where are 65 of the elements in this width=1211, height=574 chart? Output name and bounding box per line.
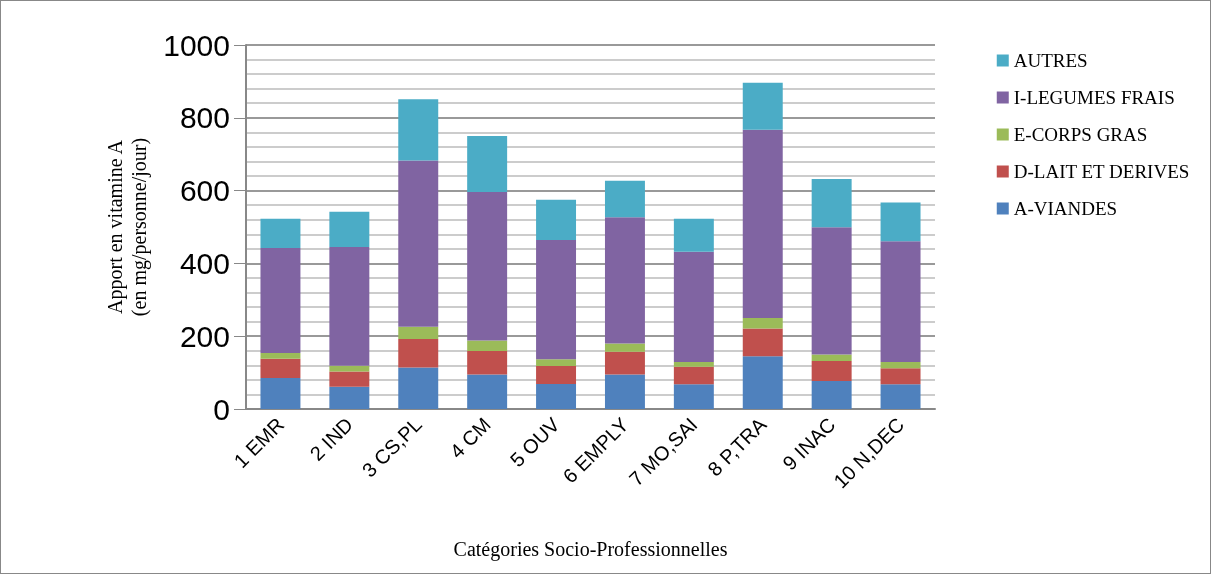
- bar: [536, 359, 577, 367]
- bar: [673, 218, 714, 252]
- y-tick-label: 200: [179, 319, 230, 353]
- bar: [742, 318, 783, 329]
- bar: [742, 356, 783, 409]
- bar: [673, 366, 714, 385]
- legend-label: I-LEGUMES FRAIS: [1013, 87, 1175, 108]
- y-tick-label: 600: [179, 174, 230, 208]
- bar: [811, 227, 852, 355]
- bar: [604, 351, 645, 375]
- bar: [880, 384, 921, 409]
- bar: [260, 378, 301, 409]
- bar: [742, 129, 783, 318]
- bar: [260, 248, 301, 353]
- bar: [467, 192, 508, 341]
- bar: [329, 386, 370, 409]
- bar: [329, 247, 370, 366]
- bar: [811, 178, 852, 228]
- bar: [880, 241, 921, 363]
- legend-label: D-LAIT ET DERIVES: [1013, 161, 1190, 182]
- x-axis-title: Catégories Socio-Professionnelles: [453, 538, 728, 561]
- bar: [604, 217, 645, 344]
- bar: [467, 340, 508, 352]
- bar: [742, 328, 783, 357]
- bar: [880, 368, 921, 385]
- bar: [536, 366, 577, 384]
- bar: [673, 251, 714, 363]
- bar: [260, 218, 301, 249]
- legend-label: AUTRES: [1013, 50, 1088, 71]
- bar: [604, 374, 645, 409]
- bar: [536, 199, 577, 241]
- bar: [536, 240, 577, 360]
- bar: [398, 99, 439, 161]
- bar: [467, 351, 508, 375]
- bar: [811, 360, 852, 381]
- bar: [260, 352, 301, 359]
- y-tick-label: 0: [213, 392, 230, 426]
- x-tick-label: 2 IND: [305, 413, 358, 465]
- bar: [467, 136, 508, 193]
- y-axis-title: Apport en vitamine A (en mg/personne/jour): [104, 137, 151, 317]
- bar: [673, 362, 714, 367]
- y-tick-label: 400: [179, 246, 230, 280]
- bar: [398, 160, 439, 327]
- bar: [398, 326, 439, 340]
- y-tick-label: 1000: [163, 28, 230, 62]
- bar: [673, 384, 714, 409]
- bar: [467, 374, 508, 409]
- bar: [329, 371, 370, 387]
- bar: [880, 202, 921, 242]
- legend-label: E-CORPS GRAS: [1013, 124, 1148, 145]
- bar: [811, 380, 852, 409]
- bar: [536, 383, 577, 409]
- y-tick-label: 800: [179, 101, 230, 135]
- bar: [329, 211, 370, 248]
- bar: [260, 358, 301, 379]
- bar: [880, 362, 921, 369]
- bar: [398, 367, 439, 409]
- bar: [742, 82, 783, 130]
- bar: [398, 339, 439, 368]
- legend-label: A-VIANDES: [1013, 198, 1118, 219]
- bar: [604, 343, 645, 352]
- bar: [329, 365, 370, 372]
- bar: [811, 354, 852, 361]
- x-tick-label: 4 CM: [445, 413, 495, 463]
- bar: [604, 180, 645, 218]
